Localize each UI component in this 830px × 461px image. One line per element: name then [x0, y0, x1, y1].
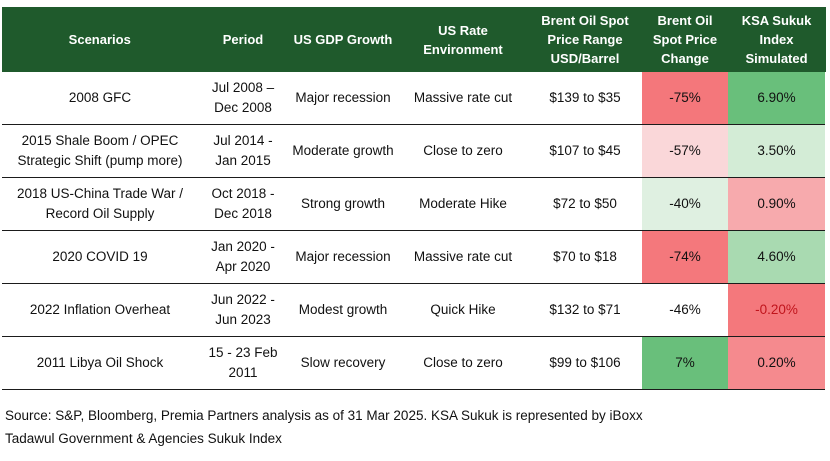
cell-change: 7%	[642, 336, 728, 390]
cell-sukuk: 4.60%	[728, 230, 825, 284]
cell-gdp: Major recession	[288, 230, 398, 284]
source-footnote: Source: S&P, Bloomberg, Premia Partners …	[5, 404, 805, 450]
header-period: Period	[198, 7, 289, 72]
header-scenarios: Scenarios	[2, 7, 199, 72]
cell-rate: Moderate Hike	[398, 177, 528, 231]
table-row: 2022 Inflation Overheat Jun 2022 - Jun 2…	[2, 283, 825, 337]
cell-scenario: 2008 GFC	[2, 72, 198, 125]
table-row: 2018 US-China Trade War / Record Oil Sup…	[2, 177, 825, 231]
cell-range: $99 to $106	[528, 336, 642, 390]
cell-rate: Close to zero	[398, 336, 528, 390]
cell-change: -75%	[642, 72, 728, 125]
cell-rate: Massive rate cut	[398, 72, 528, 125]
header-brent-price-change: Brent Oil Spot Price Change	[642, 7, 729, 72]
source-line-1: Source: S&P, Bloomberg, Premia Partners …	[5, 408, 643, 423]
cell-scenario: 2015 Shale Boom / OPEC Strategic Shift (…	[2, 124, 198, 178]
cell-scenario: 2020 COVID 19	[2, 230, 198, 284]
header-row: Scenarios Period US GDP Growth US Rate E…	[2, 7, 826, 72]
cell-period: Jun 2022 - Jun 2023	[198, 283, 288, 337]
header-us-rate-environment: US Rate Environment	[398, 7, 529, 72]
cell-sukuk: 6.90%	[728, 72, 825, 125]
cell-gdp: Moderate growth	[288, 124, 398, 178]
cell-rate: Quick Hike	[398, 283, 528, 337]
cell-gdp: Slow recovery	[288, 336, 398, 390]
cell-period: Jul 2008 – Dec 2008	[198, 72, 288, 125]
table-row: 2011 Libya Oil Shock 15 - 23 Feb 2011 Sl…	[2, 336, 825, 390]
cell-range: $107 to $45	[528, 124, 642, 178]
table-row: 2008 GFC Jul 2008 – Dec 2008 Major reces…	[2, 72, 825, 125]
cell-range: $70 to $18	[528, 230, 642, 284]
cell-range: $72 to $50	[528, 177, 642, 231]
header-ksa-sukuk-index: KSA Sukuk Index Simulated	[728, 7, 826, 72]
scenario-table-container: Scenarios Period US GDP Growth US Rate E…	[2, 7, 826, 390]
cell-gdp: Major recession	[288, 72, 398, 125]
cell-period: Jan 2020 - Apr 2020	[198, 230, 288, 284]
cell-change: -40%	[642, 177, 728, 231]
cell-sukuk: 0.90%	[728, 177, 825, 231]
cell-sukuk: 3.50%	[728, 124, 825, 178]
cell-period: 15 - 23 Feb 2011	[198, 336, 288, 390]
cell-change: -46%	[642, 283, 728, 337]
cell-range: $132 to $71	[528, 283, 642, 337]
cell-change: -57%	[642, 124, 728, 178]
cell-sukuk: 0.20%	[728, 336, 825, 390]
scenario-table: Scenarios Period US GDP Growth US Rate E…	[2, 7, 826, 390]
cell-rate: Close to zero	[398, 124, 528, 178]
table-row: 2020 COVID 19 Jan 2020 - Apr 2020 Major …	[2, 230, 825, 284]
header-brent-price-range: Brent Oil Spot Price Range USD/Barrel	[528, 7, 643, 72]
cell-period: Oct 2018 - Dec 2018	[198, 177, 288, 231]
cell-scenario: 2022 Inflation Overheat	[2, 283, 198, 337]
cell-period: Jul 2014 - Jan 2015	[198, 124, 288, 178]
cell-rate: Massive rate cut	[398, 230, 528, 284]
table-row: 2015 Shale Boom / OPEC Strategic Shift (…	[2, 124, 825, 178]
source-line-2: Tadawul Government & Agencies Sukuk Inde…	[5, 431, 282, 446]
cell-range: $139 to $35	[528, 72, 642, 125]
cell-gdp: Strong growth	[288, 177, 398, 231]
cell-change: -74%	[642, 230, 728, 284]
cell-scenario: 2018 US-China Trade War / Record Oil Sup…	[2, 177, 198, 231]
cell-gdp: Modest growth	[288, 283, 398, 337]
header-us-gdp-growth: US GDP Growth	[288, 7, 399, 72]
cell-sukuk: -0.20%	[728, 283, 825, 337]
cell-scenario: 2011 Libya Oil Shock	[2, 336, 198, 390]
